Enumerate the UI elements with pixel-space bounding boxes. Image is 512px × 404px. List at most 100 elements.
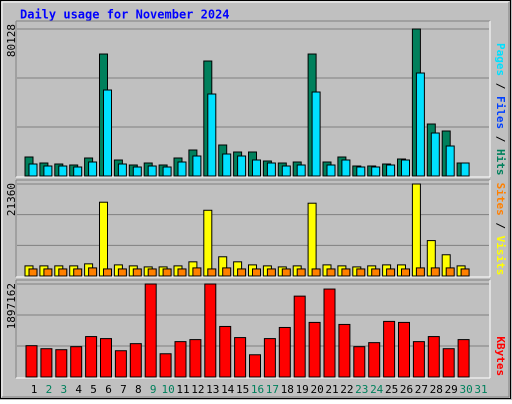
x-tick-label: 18 [281,383,294,396]
bar [371,166,381,177]
legend-separator: / [494,216,507,236]
bar [386,268,396,277]
bar [99,201,108,277]
bar [415,267,425,277]
bar [88,267,98,277]
x-tick-label: 17 [266,383,279,396]
bar [237,268,247,277]
x-tick-label: 16 [251,383,264,396]
x-tick-label: 14 [221,383,235,396]
bar [147,268,157,277]
bar [341,268,351,277]
bar [144,283,157,378]
bar [326,268,336,277]
bar [341,159,351,177]
bar [207,268,217,277]
x-tick-label: 29 [445,383,458,396]
x-tick-label: 30 [459,383,472,396]
x-tick-label: 3 [60,383,67,396]
bar [73,268,83,277]
legend-item: Files [494,96,507,129]
bar [204,283,217,378]
x-tick-label: 11 [176,383,189,396]
bar [73,166,83,177]
y-tick-label: 21360 [5,183,18,216]
x-tick-label: 1 [31,383,38,396]
bar [460,268,470,277]
bar [192,267,202,277]
y-tick-label: 80128 [5,24,18,57]
bar [278,326,291,378]
x-tick-label: 6 [105,383,112,396]
bar [383,320,396,378]
bar [338,323,351,378]
legend-item: Hits [494,149,507,176]
bar [445,267,455,277]
bar [430,267,440,277]
legend: Sites / Visits [494,183,507,276]
bar [162,268,172,277]
legend-separator: / [494,76,507,96]
legend-item: Pages [494,43,507,76]
bar [162,166,172,177]
bar [249,354,261,378]
bar [401,159,410,177]
bar [296,164,306,177]
bar [323,288,336,378]
x-tick-label: 28 [430,383,443,396]
bar [147,165,157,177]
bar [411,183,421,277]
x-tick-label: 9 [150,383,157,396]
bar [237,155,247,177]
bar [222,153,232,177]
bar [415,72,425,177]
x-tick-label: 25 [385,383,398,396]
bar [311,268,321,277]
bar [412,341,425,378]
bar [28,268,38,277]
x-tick-label: 22 [340,383,353,396]
bar [368,342,381,378]
bar [353,346,366,378]
bar [252,268,261,277]
bar [398,321,410,378]
bar [326,164,336,177]
bar [114,350,127,378]
bar [70,346,83,378]
bar [177,268,187,277]
bar [281,165,291,177]
bar [88,161,98,177]
bar [356,268,366,277]
bar [25,345,38,378]
bar [263,338,276,378]
bar [281,268,291,277]
bar [401,268,410,277]
plot-area [16,180,490,277]
bar [207,93,217,177]
x-tick-label: 8 [135,383,142,396]
legend: Pages / Files / Hits [494,43,507,176]
bar [189,339,202,378]
legend-item: Sites [494,183,507,216]
bar [307,202,317,277]
bar [445,145,455,177]
bar [460,162,470,177]
plot-area [16,21,490,177]
legend-item: Visits [494,236,507,276]
bar [174,341,187,378]
bar [371,268,381,277]
x-tick-label: 13 [206,383,219,396]
bar [457,339,470,378]
bar [296,268,306,277]
bar [43,268,53,277]
bar [234,337,247,378]
bar [266,162,276,177]
bar [356,166,366,177]
legend-item: KBytes [494,336,507,376]
bar [427,336,440,378]
bar [222,267,232,277]
x-tick-label: 31 [474,383,487,396]
bar [293,295,306,378]
bar [100,338,112,378]
